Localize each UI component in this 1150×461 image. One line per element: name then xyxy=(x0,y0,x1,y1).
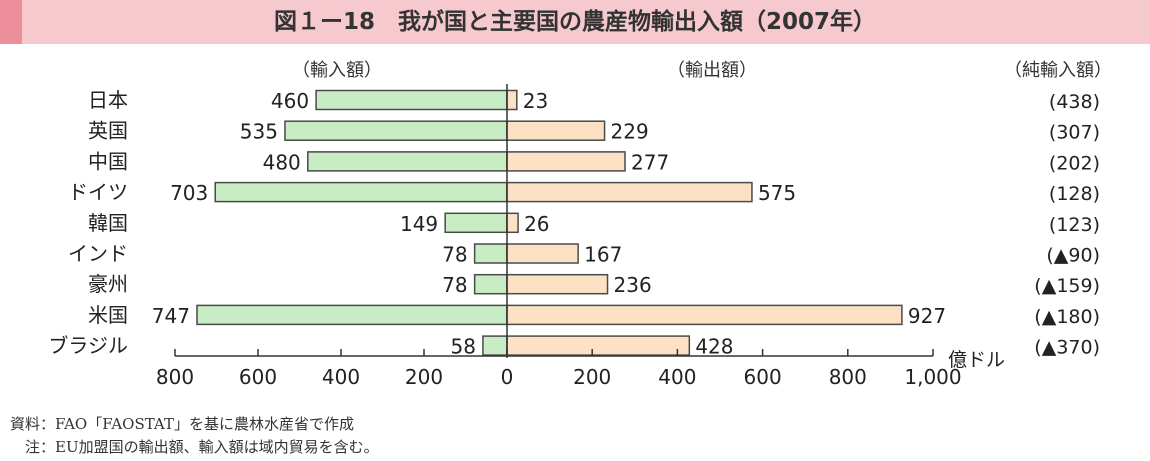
net-imports-label: (▲159) xyxy=(1034,275,1100,297)
export-bar xyxy=(506,120,606,141)
x-tick-label: 800 xyxy=(829,365,867,389)
net-imports-label: (438) xyxy=(1049,91,1100,113)
import-value-label: 747 xyxy=(152,304,190,328)
unit-label: 億ドル xyxy=(948,349,1005,371)
import-value-label: 480 xyxy=(263,150,301,174)
export-bar xyxy=(506,151,626,172)
export-value-label: 26 xyxy=(524,212,549,236)
import-value-label: 535 xyxy=(240,120,278,144)
import-value-label: 703 xyxy=(170,181,208,205)
x-tick-label: 800 xyxy=(156,365,194,389)
category-label: 中国 xyxy=(88,149,128,173)
source-note: 資料：FAO「FAOSTAT」を基に農林水産省で作成 xyxy=(10,415,354,433)
import-value-label: 58 xyxy=(450,335,475,359)
import-bar xyxy=(482,335,508,356)
export-bar xyxy=(506,89,518,111)
imports-header: （輸入額） xyxy=(292,60,382,81)
export-value-label: 236 xyxy=(614,273,652,297)
import-value-label: 460 xyxy=(271,89,309,113)
export-value-label: 23 xyxy=(523,89,548,113)
net-imports-label: (▲370) xyxy=(1034,337,1100,359)
footnote: 注：EU加盟国の輸出額、輸入額は域内貿易を含む。 xyxy=(10,438,379,456)
x-tick-label: 200 xyxy=(405,365,443,389)
category-label: 豪州 xyxy=(88,272,128,296)
category-label: 日本 xyxy=(88,88,128,112)
export-value-label: 927 xyxy=(908,304,946,328)
exports-header: （輸出額） xyxy=(667,60,757,81)
net-imports-label: (▲90) xyxy=(1046,245,1100,267)
import-bar xyxy=(307,151,508,172)
net-imports-label: (128) xyxy=(1049,183,1100,205)
export-value-label: 277 xyxy=(631,150,669,174)
net-imports-label: (202) xyxy=(1049,152,1100,174)
title-bar xyxy=(0,0,1150,44)
import-value-label: 78 xyxy=(442,243,467,267)
category-label: 米国 xyxy=(88,303,128,327)
category-label: インド xyxy=(68,242,128,266)
x-tick-label: 0 xyxy=(501,365,514,389)
import-value-label: 149 xyxy=(400,212,438,236)
export-value-label: 428 xyxy=(695,335,733,359)
import-bar xyxy=(214,181,508,203)
x-tick-label: 600 xyxy=(239,365,277,389)
x-tick-label: 1,000 xyxy=(904,365,961,389)
title-accent xyxy=(0,0,22,44)
x-tick-label: 200 xyxy=(573,365,611,389)
category-label: ドイツ xyxy=(68,180,128,204)
export-bar xyxy=(506,243,579,264)
import-bar xyxy=(473,273,508,295)
chart-title: 図１ー18 我が国と主要国の農産物輸出入額（2007年） xyxy=(273,9,877,35)
export-bar xyxy=(506,273,609,295)
net-imports-header: （純輸入額） xyxy=(1004,60,1112,81)
net-imports-label: (▲180) xyxy=(1034,306,1100,328)
category-label: 英国 xyxy=(88,119,128,143)
category-label: 韓国 xyxy=(88,211,128,235)
export-value-label: 229 xyxy=(611,120,649,144)
net-imports-label: (123) xyxy=(1049,214,1100,236)
import-bar xyxy=(284,120,508,141)
export-bar xyxy=(506,181,753,203)
export-bar xyxy=(506,304,903,326)
category-label: ブラジル xyxy=(48,334,128,358)
export-value-label: 575 xyxy=(758,181,796,205)
export-bar xyxy=(506,212,519,234)
net-imports-label: (307) xyxy=(1049,122,1100,144)
x-tick-label: 600 xyxy=(744,365,782,389)
export-bar xyxy=(506,335,691,356)
import-bar xyxy=(315,89,508,111)
chart: （輸入額） （輸出額） （純輸入額） 日本 460 23 (438) 英国 535 229 (307… xyxy=(48,60,1112,389)
x-tick-label: 400 xyxy=(322,365,360,389)
x-tick-label: 400 xyxy=(658,365,696,389)
export-value-label: 167 xyxy=(584,243,622,267)
import-bar xyxy=(444,212,508,234)
import-bar xyxy=(473,243,508,264)
import-value-label: 78 xyxy=(442,273,467,297)
import-bar xyxy=(196,304,508,326)
